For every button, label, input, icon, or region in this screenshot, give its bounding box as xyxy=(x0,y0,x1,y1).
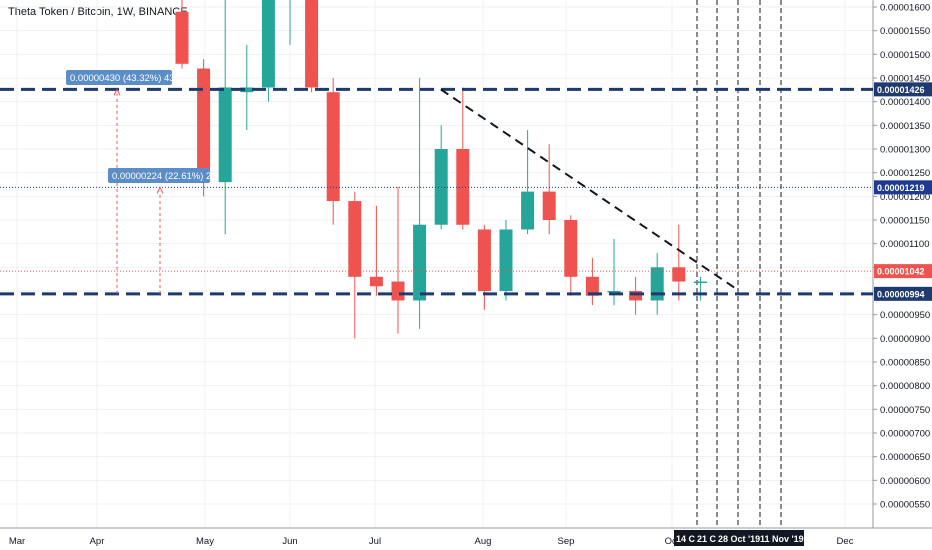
measure-label: 0.00000224 (22.61%) 2 xyxy=(112,171,211,182)
date-marker-label: 21 C xyxy=(697,534,717,544)
date-marker-box xyxy=(674,530,804,546)
y-tick-label: 0.00001200 xyxy=(880,192,930,203)
candle-body[interactable] xyxy=(261,0,275,88)
y-tick-label: 0.00001600 xyxy=(880,3,930,14)
x-tick-label: Apr xyxy=(90,536,105,547)
x-tick-label: Mar xyxy=(9,536,25,547)
chart-symbol-title: Theta Token / Bitcoin, 1W, BINANCE xyxy=(8,6,188,18)
candle-body[interactable] xyxy=(607,291,621,293)
y-tick-label: 0.00001500 xyxy=(880,50,930,61)
measure-arrow xyxy=(113,88,121,96)
measure-arrow xyxy=(156,186,164,194)
y-tick-label: 0.00001450 xyxy=(880,74,930,85)
x-tick-label: Dec xyxy=(837,536,854,547)
price-level-tag xyxy=(874,180,932,195)
candle-body[interactable] xyxy=(391,281,405,301)
y-tick-label: 0.00001350 xyxy=(880,121,930,132)
y-tick-label: 0.00000900 xyxy=(880,334,930,345)
candle-body[interactable] xyxy=(542,191,556,220)
price-level-tag-label: 0.00001042 xyxy=(877,267,925,277)
x-tick-label: Aug xyxy=(475,536,492,547)
candle-body[interactable] xyxy=(629,291,643,301)
candle-body[interactable] xyxy=(499,229,513,291)
y-tick-label: 0.00000850 xyxy=(880,358,930,369)
price-level-tag-label: 0.00001219 xyxy=(877,183,925,193)
price-level-tag xyxy=(874,286,932,301)
candle-body[interactable] xyxy=(218,87,232,183)
x-tick-label: May xyxy=(196,536,214,547)
candle-body[interactable] xyxy=(240,87,254,93)
candle-body[interactable] xyxy=(175,11,189,64)
y-tick-label: 0.00000950 xyxy=(880,310,930,321)
measure-label: 0.00000430 (43.32%) 430 xyxy=(70,73,180,84)
measure-label-box[interactable] xyxy=(108,168,210,183)
y-tick-label: 0.00000650 xyxy=(880,452,930,463)
y-tick-label: 0.00001300 xyxy=(880,145,930,156)
candle-body[interactable] xyxy=(348,201,362,277)
y-tick-label: 0.00000750 xyxy=(880,405,930,416)
y-tick-label: 0.00001150 xyxy=(880,216,930,227)
candle-body[interactable] xyxy=(326,92,340,202)
x-tick-label: Jun xyxy=(282,536,297,547)
date-marker-label: 28 Oct '19 xyxy=(718,534,760,544)
x-tick-label: Oct xyxy=(665,536,680,547)
measure-label-box[interactable] xyxy=(66,70,172,85)
y-tick-label: 0.00000700 xyxy=(880,429,930,440)
price-level-tag xyxy=(874,264,932,279)
candle-body[interactable] xyxy=(197,68,211,183)
candle-body[interactable] xyxy=(521,191,535,230)
price-level-tag xyxy=(874,82,932,97)
x-tick-label: Sep xyxy=(558,536,575,547)
candle-body[interactable] xyxy=(585,276,599,296)
candle-body[interactable] xyxy=(305,0,319,88)
date-marker-label: 14 C xyxy=(676,534,696,544)
y-tick-label: 0.00000550 xyxy=(880,500,930,511)
date-marker-label: 11 Nov '19 xyxy=(760,534,804,544)
y-tick-label: 0.00000600 xyxy=(880,476,930,487)
y-tick-label: 0.00000800 xyxy=(880,381,930,392)
candle-body[interactable] xyxy=(477,229,491,291)
y-tick-label: 0.00001250 xyxy=(880,168,930,179)
y-tick-label: 0.00001550 xyxy=(880,26,930,37)
y-tick-label: 0.00001400 xyxy=(880,97,930,108)
candle-body[interactable] xyxy=(413,224,427,301)
candle-body[interactable] xyxy=(672,267,686,282)
candle-body[interactable] xyxy=(369,276,383,287)
candle-body[interactable] xyxy=(693,281,707,284)
price-level-tag-label: 0.00001426 xyxy=(877,85,925,95)
y-tick-label: 0.00001100 xyxy=(880,239,930,250)
candle-body[interactable] xyxy=(650,267,664,301)
candle-body[interactable] xyxy=(564,220,578,277)
price-level-tag-label: 0.00000994 xyxy=(877,289,925,299)
x-tick-label: Jul xyxy=(369,536,381,547)
